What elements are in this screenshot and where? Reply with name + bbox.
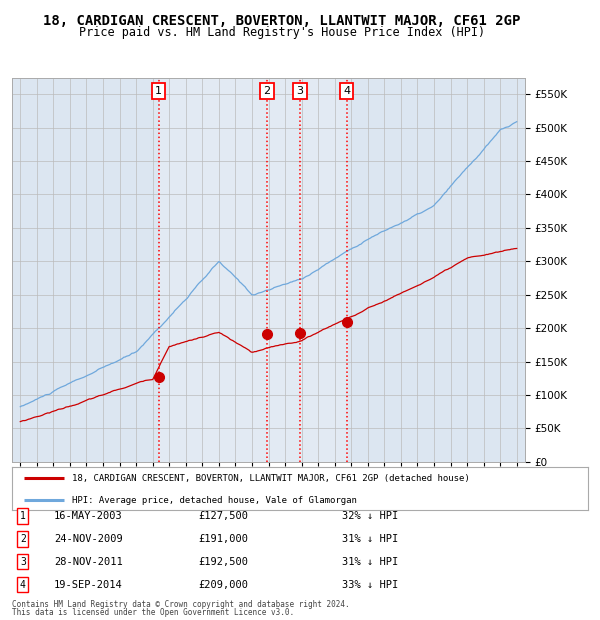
Text: 31% ↓ HPI: 31% ↓ HPI: [342, 534, 398, 544]
Text: 1: 1: [155, 86, 162, 96]
Text: Price paid vs. HM Land Registry's House Price Index (HPI): Price paid vs. HM Land Registry's House …: [79, 26, 485, 39]
Text: Contains HM Land Registry data © Crown copyright and database right 2024.: Contains HM Land Registry data © Crown c…: [12, 600, 350, 609]
Text: 4: 4: [20, 580, 26, 590]
Text: 24-NOV-2009: 24-NOV-2009: [54, 534, 123, 544]
Text: HPI: Average price, detached house, Vale of Glamorgan: HPI: Average price, detached house, Vale…: [73, 496, 358, 505]
Text: £127,500: £127,500: [198, 511, 248, 521]
Text: This data is licensed under the Open Government Licence v3.0.: This data is licensed under the Open Gov…: [12, 608, 294, 617]
Text: 4: 4: [343, 86, 350, 96]
Text: 33% ↓ HPI: 33% ↓ HPI: [342, 580, 398, 590]
Text: £191,000: £191,000: [198, 534, 248, 544]
Bar: [300, 78, 347, 462]
Text: 2: 2: [263, 86, 271, 96]
Bar: [267, 78, 300, 462]
Text: 2: 2: [20, 534, 26, 544]
Text: 3: 3: [296, 86, 304, 96]
Text: £192,500: £192,500: [198, 557, 248, 567]
Text: 19-SEP-2014: 19-SEP-2014: [54, 580, 123, 590]
Bar: [159, 78, 267, 462]
Text: 18, CARDIGAN CRESCENT, BOVERTON, LLANTWIT MAJOR, CF61 2GP: 18, CARDIGAN CRESCENT, BOVERTON, LLANTWI…: [43, 14, 521, 28]
Text: 3: 3: [20, 557, 26, 567]
Text: 28-NOV-2011: 28-NOV-2011: [54, 557, 123, 567]
Text: 16-MAY-2003: 16-MAY-2003: [54, 511, 123, 521]
Text: 1: 1: [20, 511, 26, 521]
Text: 31% ↓ HPI: 31% ↓ HPI: [342, 557, 398, 567]
Text: 32% ↓ HPI: 32% ↓ HPI: [342, 511, 398, 521]
Text: 18, CARDIGAN CRESCENT, BOVERTON, LLANTWIT MAJOR, CF61 2GP (detached house): 18, CARDIGAN CRESCENT, BOVERTON, LLANTWI…: [73, 474, 470, 482]
Text: £209,000: £209,000: [198, 580, 248, 590]
